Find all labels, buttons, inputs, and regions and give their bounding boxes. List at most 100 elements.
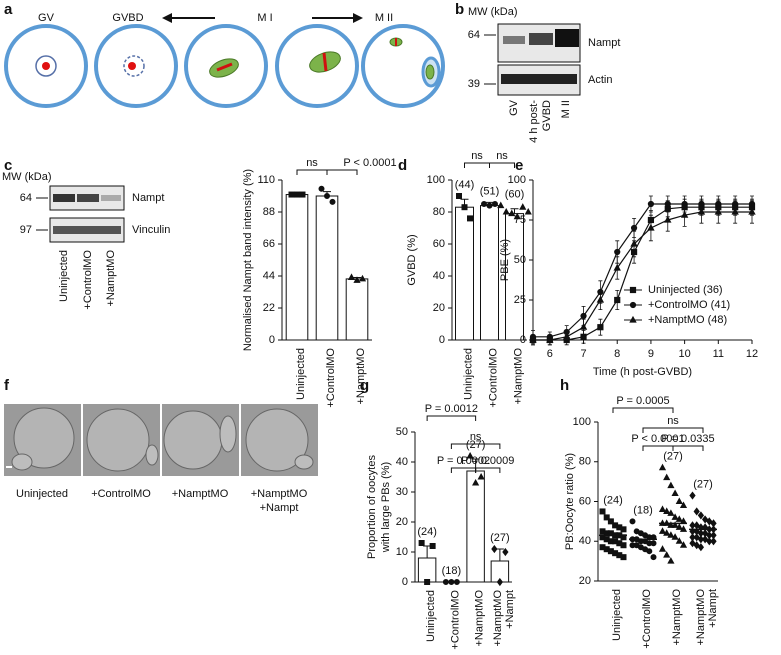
x-tick-label: 9 — [648, 348, 654, 360]
point — [667, 509, 675, 516]
scale-bar — [6, 466, 12, 468]
polar-body — [219, 415, 237, 453]
point — [658, 545, 667, 552]
point — [697, 207, 706, 215]
significance-bracket — [326, 169, 358, 175]
x-tick-label-line: +ControlMO — [487, 348, 499, 408]
point — [429, 543, 436, 549]
y-tick-label: 44 — [263, 270, 275, 282]
mw-label: MW (kDa) — [468, 6, 518, 18]
mw-marker: 39 — [468, 78, 480, 90]
point — [620, 526, 627, 533]
y-tick-label: 80 — [433, 206, 445, 218]
point — [664, 200, 671, 208]
point — [689, 539, 696, 548]
oocyte — [86, 408, 150, 472]
point — [519, 203, 527, 210]
point — [663, 473, 671, 481]
y-tick-label: 80 — [579, 456, 591, 468]
band — [53, 194, 75, 202]
band — [529, 33, 553, 45]
point — [453, 579, 460, 585]
point — [481, 201, 487, 207]
panel-letter: b — [455, 1, 464, 18]
band — [53, 226, 121, 234]
y-tick-label: 20 — [396, 516, 408, 528]
panel-letter: e — [515, 157, 523, 174]
point — [663, 507, 671, 514]
chromosomes — [322, 52, 328, 72]
oocyte — [163, 410, 223, 470]
nucleus — [123, 55, 145, 77]
point — [650, 554, 657, 561]
arrowhead — [353, 13, 363, 23]
band-label: Actin — [588, 74, 612, 86]
nucleolus — [128, 62, 136, 70]
image-label-line: +ControlMO — [91, 488, 151, 500]
y-axis-label: GVBD (%) — [406, 234, 418, 285]
mw-label: MW (kDa) — [2, 171, 52, 183]
oocyte — [13, 407, 75, 469]
point — [299, 191, 306, 198]
n-label: (27) — [466, 439, 486, 451]
point — [671, 513, 679, 520]
significance-label: P < 0.0001 — [343, 157, 396, 169]
point — [513, 212, 521, 220]
significance-label: P = 0.0009 — [461, 455, 514, 467]
image-label-line: Uninjected — [16, 488, 68, 500]
n-label: (24) — [603, 494, 623, 506]
significance-label: P = 0.0002 — [437, 455, 490, 467]
x-tick-label: 10 — [678, 348, 690, 360]
significance-label: ns — [471, 150, 483, 162]
point — [324, 193, 330, 199]
stage-label: GVBD — [112, 12, 143, 24]
point — [671, 489, 679, 497]
point — [614, 296, 621, 304]
lane-label-line: GVBD — [541, 100, 553, 131]
polar-body — [145, 444, 159, 466]
point — [697, 543, 705, 552]
cell — [361, 24, 445, 108]
point — [680, 211, 689, 218]
point — [620, 542, 627, 549]
point — [597, 324, 604, 331]
point — [448, 579, 455, 585]
point — [650, 540, 657, 547]
x-axis-label: Time (h post-GVBD) — [593, 366, 692, 378]
y-tick-label: 0 — [439, 334, 445, 346]
point — [318, 185, 325, 192]
n-label: (44) — [455, 179, 475, 191]
point — [675, 515, 683, 522]
point — [667, 557, 675, 564]
y-tick-label: 50 — [514, 254, 526, 266]
point — [714, 207, 723, 215]
nucleolus — [42, 62, 50, 70]
y-tick-label: 0 — [402, 576, 408, 588]
point — [596, 295, 605, 303]
significance-bracket — [450, 443, 501, 449]
panel-letter: d — [398, 157, 407, 174]
x-tick-label: +NamptMO+Nampt — [695, 589, 719, 646]
x-tick-label: 6 — [547, 348, 553, 360]
micrographs — [4, 404, 318, 476]
point — [701, 535, 709, 544]
x-tick-label-line: +ControlMO — [325, 348, 337, 408]
point — [658, 463, 667, 471]
y-tick-label: 40 — [433, 270, 445, 282]
point — [647, 200, 655, 208]
band-label: Vinculin — [132, 224, 170, 236]
point — [629, 315, 637, 323]
lane-label-line: 4 h post- — [528, 100, 540, 143]
n-label: (27) — [490, 532, 510, 544]
x-tick-label: +NamptMO+Nampt — [492, 590, 516, 647]
y-tick-label: 40 — [579, 535, 591, 547]
bar — [345, 278, 369, 341]
x-tick-label: +NamptMO — [355, 348, 367, 405]
y-tick-label: 20 — [579, 575, 591, 587]
band — [501, 74, 577, 84]
x-tick-label: Uninjected — [611, 589, 623, 641]
y-tick-label: 22 — [263, 302, 275, 314]
significance-bracket — [426, 415, 477, 421]
image-label: +NamptMO — [172, 488, 229, 500]
